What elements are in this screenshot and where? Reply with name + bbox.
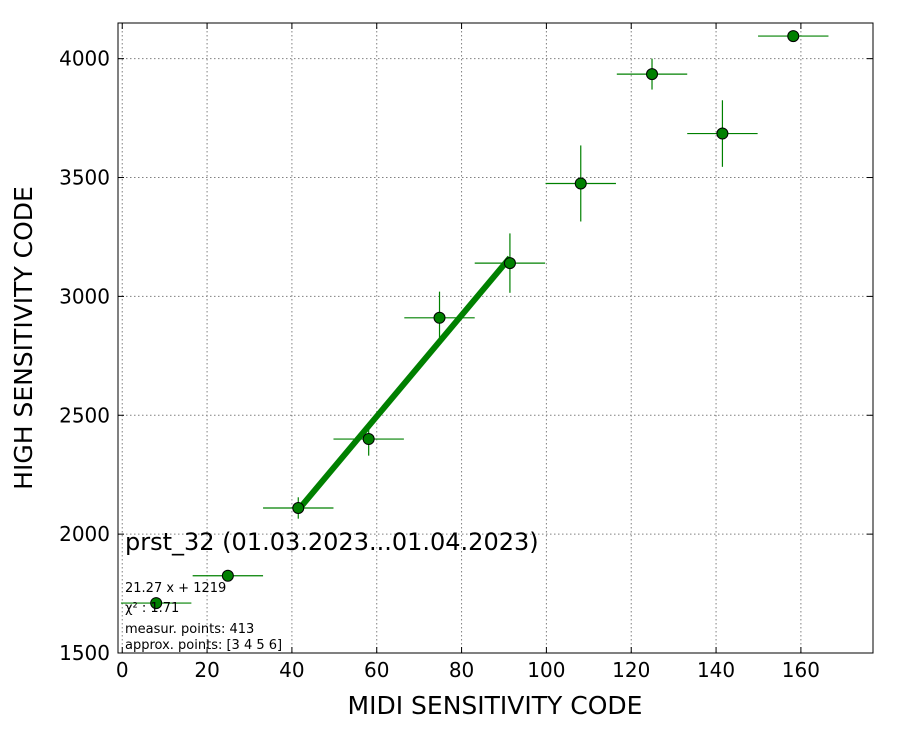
x-tick-label: 40 [279, 658, 304, 682]
axis-ticks [118, 23, 873, 654]
chi2-text: χ² : 1.71 [125, 601, 179, 616]
fit-equation-text: 21.27 x + 1219 [125, 581, 226, 596]
x-tick-label: 120 [612, 658, 650, 682]
y-tick-label: 3000 [59, 284, 110, 308]
data-point [646, 68, 659, 81]
x-tick-label: 0 [116, 658, 129, 682]
fit-line-layer [295, 255, 513, 512]
data-point [221, 569, 234, 582]
y-tick-label: 2000 [59, 522, 110, 546]
error-bars [120, 35, 829, 604]
data-point [503, 257, 516, 270]
data-point [292, 501, 305, 514]
data-point [716, 127, 729, 140]
grid [118, 23, 873, 653]
plot-frame [117, 22, 874, 654]
tick-labels: 0 20 40 60 80 100 120 140 160 1500 2000 2500 3000 350… [59, 47, 820, 682]
data-point [150, 597, 163, 610]
data-point [787, 30, 800, 43]
x-tick-label: 140 [697, 658, 735, 682]
approx-points-text: approx. points: [3 4 5 6] [125, 638, 282, 653]
x-tick-label: 100 [527, 658, 565, 682]
measur-points-text: measur. points: 413 [125, 622, 254, 637]
y-axis-label: HIGH SENSITIVITY CODE [9, 186, 38, 490]
y-tick-label: 4000 [59, 47, 110, 71]
data-points [150, 30, 800, 610]
x-tick-label: 60 [364, 658, 389, 682]
y-tick-label: 2500 [59, 403, 110, 427]
fit-line [295, 255, 513, 512]
y-tick-label: 1500 [59, 641, 110, 665]
data-point [433, 311, 446, 324]
x-tick-label: 20 [194, 658, 219, 682]
data-point [574, 177, 587, 190]
data-point [362, 433, 375, 446]
y-tick-label: 3500 [59, 166, 110, 190]
chart-annotation-title: prst_32 (01.03.2023...01.04.2023) [125, 528, 539, 556]
x-tick-label: 160 [782, 658, 820, 682]
x-tick-label: 80 [449, 658, 474, 682]
x-axis-label: MIDI SENSITIVITY CODE [348, 691, 643, 720]
